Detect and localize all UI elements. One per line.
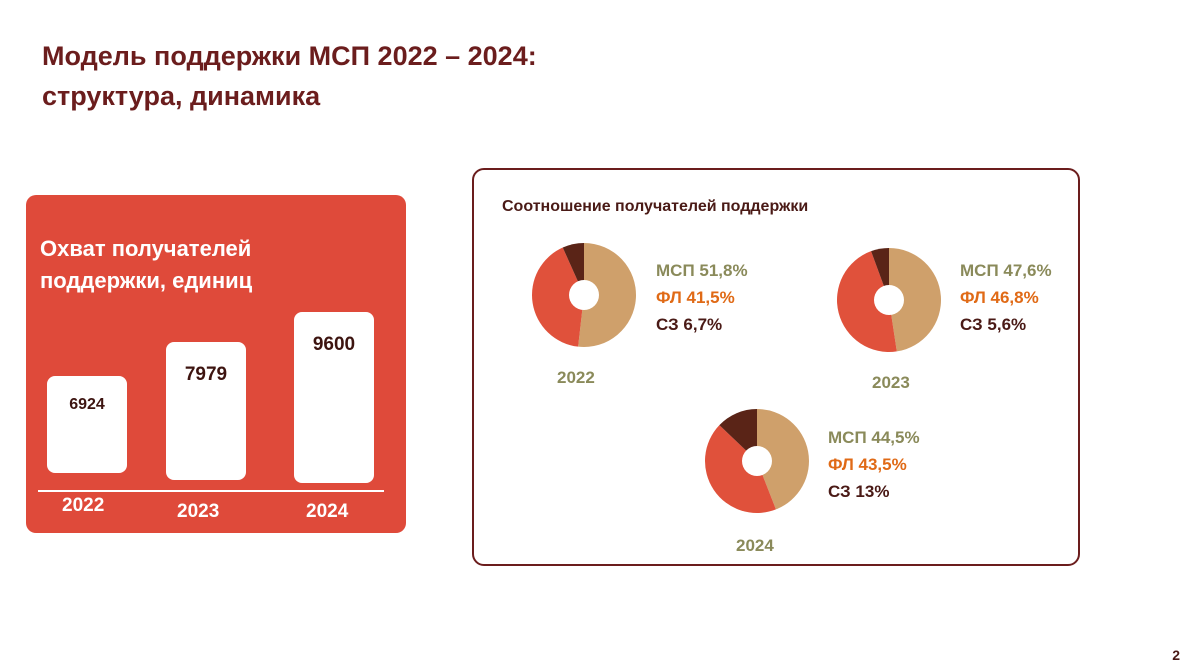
donut-hole — [742, 446, 772, 476]
bar-axis-line — [38, 490, 384, 492]
donut-panel-title: Соотношение получателей поддержки — [502, 198, 809, 215]
page-title: Модель поддержки МСП 2022 – 2024: структ… — [42, 36, 537, 116]
donut-chart-2022 — [532, 243, 636, 347]
legend-fl: ФЛ 41,5% — [656, 288, 735, 307]
bar-value-label: 6924 — [69, 396, 105, 413]
donut-legend-2023: МСП 47,6% ФЛ 46,8% СЗ 5,6% — [960, 257, 1052, 338]
bar-2022: 6924 — [47, 376, 127, 473]
page-title-line1: Модель поддержки МСП 2022 – 2024: — [42, 41, 537, 71]
legend-sz: СЗ 6,7% — [656, 315, 723, 334]
donut-slice-fl — [532, 247, 584, 347]
bar-chart-title-line2: поддержки, единиц — [40, 268, 253, 293]
bar-chart-title-line1: Охват получателей — [40, 236, 252, 261]
legend-msp: МСП 47,6% — [960, 261, 1052, 280]
legend-msp: МСП 44,5% — [828, 428, 920, 447]
donut-hole — [874, 285, 904, 315]
donut-slice-msp — [578, 243, 636, 347]
donut-year-2023: 2023 — [872, 373, 910, 392]
recipients-ratio-panel: Соотношение получателей поддержки МСП 51… — [472, 168, 1080, 566]
legend-fl: ФЛ 43,5% — [828, 455, 907, 474]
donut-slice-sz — [719, 409, 757, 461]
donut-legend-2024: МСП 44,5% ФЛ 43,5% СЗ 13% — [828, 424, 920, 505]
bar-value-label: 7979 — [184, 364, 228, 385]
donut-year-2022: 2022 — [557, 368, 595, 387]
bar-category-label: 2022 — [62, 495, 105, 516]
bar-category-label: 2023 — [177, 501, 220, 522]
legend-msp: МСП 51,8% — [656, 261, 748, 280]
donut-legend-2022: МСП 51,8% ФЛ 41,5% СЗ 6,7% — [656, 257, 748, 338]
bar-chart-title: Охват получателей поддержки, единиц — [40, 233, 252, 297]
donut-chart-2024 — [705, 409, 809, 513]
donut-slice-msp — [757, 409, 809, 510]
page-number: 2 — [1172, 647, 1180, 663]
coverage-bar-panel: Охват получателей поддержки, единиц 6924… — [26, 195, 406, 533]
legend-sz: СЗ 5,6% — [960, 315, 1027, 334]
legend-fl: ФЛ 46,8% — [960, 288, 1039, 307]
bar-category-label: 2024 — [306, 501, 349, 522]
donut-slice-msp — [889, 248, 941, 352]
donut-slice-fl — [705, 425, 776, 513]
page-title-line2: структура, динамика — [42, 81, 321, 111]
bar-2023: 7979 — [166, 342, 246, 480]
donut-slice-fl — [837, 251, 897, 352]
bar-value-label: 9600 — [312, 334, 356, 355]
legend-sz: СЗ 13% — [828, 482, 890, 501]
donut-chart-2023 — [837, 248, 941, 352]
donut-year-2024: 2024 — [736, 536, 774, 555]
bar-2024: 9600 — [294, 312, 374, 483]
donut-hole — [569, 280, 599, 310]
